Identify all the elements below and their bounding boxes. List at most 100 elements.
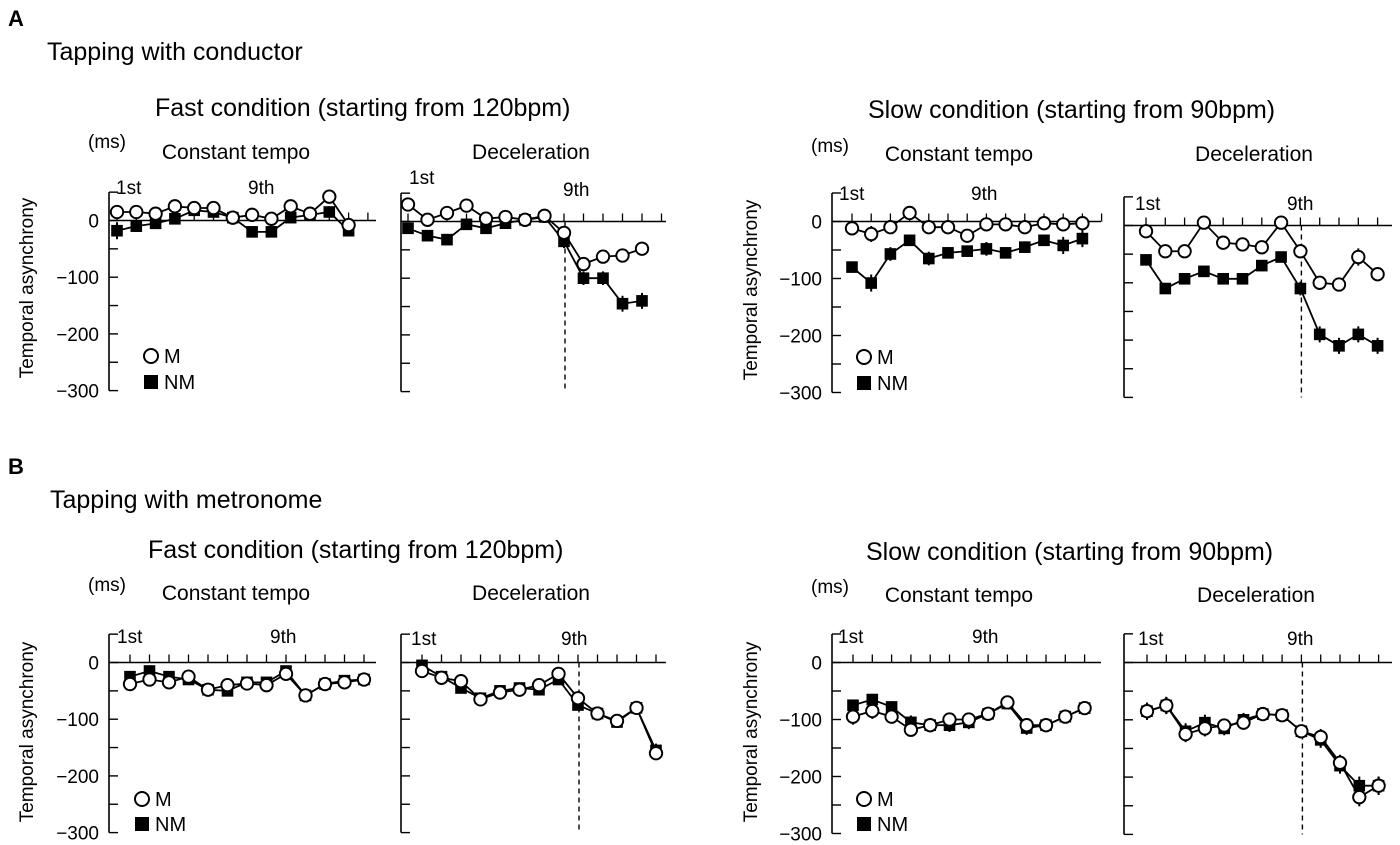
a-fast-constant-m-point: [225, 210, 240, 225]
a-slow-constant-m-point: [864, 226, 879, 242]
a-slow-constant-m-point: [1075, 216, 1090, 231]
a-fast-constant-m-point: [167, 199, 183, 214]
b-fast-decel-m-point: [531, 678, 547, 693]
a-fast-decel-m-point: [400, 197, 416, 212]
a-fast-decel-first-beat-label: 1st: [409, 168, 435, 189]
a-slow-constant-nm-point: [923, 252, 935, 265]
b-fast-constant-y-tick-label: 0: [88, 654, 99, 675]
a-slow-constant-m-point: [1056, 217, 1071, 232]
b-fast-constant-m-point: [239, 676, 255, 691]
b-slow-constant-m-point: [1077, 700, 1092, 716]
b-fast-constant-m-point: [181, 669, 196, 684]
a-slow-constant-nm-point: [942, 247, 954, 259]
legend-m-label: M: [877, 789, 894, 811]
b-slow-constant-y-tick-label: 0: [811, 654, 822, 675]
a-slow-decel-nm-point: [1352, 328, 1365, 341]
b-slow-constant-plot: 0 −100 −200 −300: [779, 633, 1101, 845]
a-fast-unit: (ms): [88, 132, 126, 153]
a-slow-decel-m-point: [1293, 244, 1308, 259]
a-fast-decel-m-point: [517, 212, 533, 227]
a-slow-decel-nm-point: [1178, 272, 1191, 285]
a-fast-decel-m-point: [498, 209, 513, 225]
legend-nm-label: NM: [164, 372, 195, 394]
block-b-title: Tapping with metronome: [50, 486, 322, 514]
a-slow-decel-plot: [1123, 196, 1392, 399]
a-slow-ylabel: Temporal asynchrony: [741, 199, 762, 380]
b-fast-decel-m-point: [590, 706, 605, 721]
b-fast-decel-m-point: [414, 663, 430, 679]
a-fast-decel-plot: [400, 192, 666, 393]
b-slow-constant-m-point: [961, 712, 976, 727]
a-slow-decel-nm-point: [1371, 340, 1384, 352]
b-slow-decel-m-point: [1294, 724, 1309, 739]
a-fast-constant-m-point: [148, 206, 163, 221]
b-slow-decel-m-point: [1274, 708, 1290, 723]
b-fast-constant-y-tick-label: −200: [56, 767, 99, 788]
legend-nm-marker: [135, 817, 149, 831]
a-slow-decel-m-point: [1216, 235, 1231, 250]
a-slow-decel-m-point: [1312, 275, 1327, 290]
a-fast-decel-m-point: [556, 225, 572, 240]
b-slow-constant-m-point: [1038, 718, 1054, 733]
a-fast-decel-nm-point: [597, 272, 609, 284]
a-slow-decel-m-point: [1196, 215, 1212, 230]
a-slow-decel-nm-point: [1236, 272, 1249, 285]
b-slow-constant-m-point: [1000, 695, 1015, 710]
b-fast-constant-plot: 0 −100 −200 −300: [56, 633, 376, 845]
a-fast-decel-nm-point: [441, 233, 453, 246]
a-fast-ylabel: Temporal asynchrony: [17, 197, 38, 378]
a-slow-constant-ninth-beat-label: 9th: [971, 184, 997, 205]
a-slow-decel-m-point: [1235, 237, 1250, 252]
b-fast-decel-m-point: [473, 692, 488, 707]
b-slow-constant-m-point: [865, 703, 880, 719]
a-fast-decel-ninth-beat-label: 9th: [563, 180, 589, 201]
b-fast-decel-m-point: [453, 674, 469, 689]
a-fast-constant-nm-point: [323, 206, 336, 218]
b-slow-decel-m-point: [1313, 729, 1328, 745]
a-slow-condition-title: Slow condition (starting from 90bpm): [868, 96, 1275, 124]
a-slow-constant-m-point: [883, 220, 898, 235]
b-slow-constant-m-point: [1019, 718, 1034, 733]
b-fast-legend: M NM: [134, 789, 186, 836]
b-slow-condition-title: Slow condition (starting from 90bpm): [866, 538, 1273, 566]
a-slow-constant-m-point: [960, 228, 975, 243]
b-fast-constant-first-beat-label: 1st: [117, 627, 143, 648]
b-slow-constant-m-point: [923, 718, 938, 733]
b-fast-decel-m-point: [551, 666, 566, 681]
b-slow-constant-m-point: [942, 712, 957, 727]
a-fast-decel-m-point: [459, 198, 474, 213]
b-fast-decel-m-point: [570, 691, 586, 706]
a-fast-constant-plot: 0 −100 −200 −300: [56, 189, 376, 403]
b-slow-decel-m-point: [1255, 706, 1270, 722]
a-fast-constant-nm-point: [111, 224, 123, 237]
a-fast-decel-m-point: [439, 205, 455, 221]
a-fast-constant-m-point: [322, 189, 337, 204]
a-slow-constant-m-point: [902, 205, 917, 221]
b-slow-constant-nm-point: [866, 693, 879, 706]
a-slow-constant-m-point: [1017, 220, 1032, 235]
a-fast-legend: M NM: [143, 346, 195, 394]
b-slow-constant-m-point: [884, 709, 899, 724]
a-slow-unit: (ms): [811, 136, 849, 157]
plots-layer: 0−100−200−3000−100−200−3000−100−200−3000…: [56, 189, 1392, 845]
a-fast-constant-y-tick-label: −200: [56, 325, 99, 346]
a-fast-constant-first-beat-label: 1st: [116, 178, 142, 199]
a-slow-legend: M NM: [856, 347, 908, 395]
b-slow-unit: (ms): [811, 577, 849, 598]
a-fast-decel-nm-point: [421, 229, 434, 242]
a-slow-constant-nm-point: [1057, 239, 1069, 252]
a-fast-decel-m-point: [634, 241, 650, 256]
b-slow-ylabel: Temporal asynchrony: [741, 641, 762, 822]
a-fast-constant-y-tick-label: 0: [88, 212, 99, 233]
b-fast-constant-m-point: [161, 675, 177, 690]
a-slow-decel-nm-point: [1275, 251, 1287, 263]
a-fast-constant-m-point: [129, 204, 144, 220]
a-fast-decel-nm-point: [402, 222, 414, 235]
a-fast-decel-m-point: [595, 249, 611, 264]
a-slow-constant-y-tick-label: −200: [779, 327, 822, 348]
block-a-title: Tapping with conductor: [47, 38, 303, 66]
a-fast-constant-ninth-beat-label: 9th: [248, 178, 274, 199]
a-fast-decel-nm-point: [577, 272, 590, 284]
a-fast-constant-y-tick-label: −100: [56, 268, 99, 289]
